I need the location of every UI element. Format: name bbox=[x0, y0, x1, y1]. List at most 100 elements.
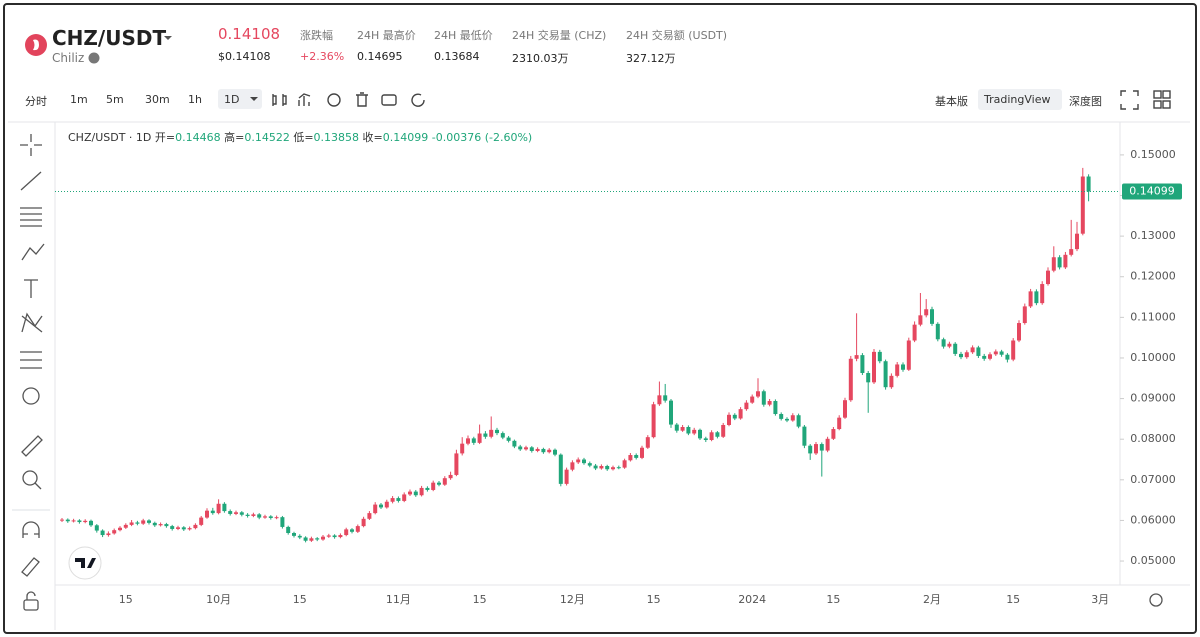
candle-body bbox=[663, 395, 668, 401]
candle-body bbox=[181, 527, 186, 530]
candle-body bbox=[634, 455, 639, 458]
info-icon[interactable] bbox=[88, 52, 100, 64]
snapshot-icon[interactable] bbox=[381, 94, 397, 106]
pattern-tool[interactable] bbox=[21, 312, 43, 333]
x-tick-label: 15 bbox=[119, 593, 133, 606]
candle-body bbox=[1022, 306, 1027, 324]
view-toggle[interactable]: 基本版 bbox=[935, 95, 968, 108]
stat-label: 24H 最高价 bbox=[357, 29, 416, 42]
candle-body bbox=[593, 465, 598, 469]
prediction-tool[interactable] bbox=[20, 351, 42, 369]
stat-label: 24H 交易量 (CHZ) bbox=[512, 29, 607, 42]
interval[interactable]: 分时 bbox=[25, 95, 47, 108]
candle-body bbox=[582, 459, 586, 464]
candle-type-icon[interactable] bbox=[272, 94, 287, 106]
candle-body bbox=[286, 526, 291, 534]
candle-body bbox=[100, 530, 105, 536]
toolbar-icons bbox=[272, 90, 1171, 110]
layout-icon[interactable] bbox=[1162, 100, 1171, 109]
stat-label: 涨跌幅 bbox=[300, 29, 333, 42]
price: 0.14108 bbox=[218, 25, 281, 43]
x-tick-label: 11月 bbox=[386, 593, 411, 606]
stat-value: 0.13684 bbox=[434, 50, 480, 63]
candle-body bbox=[912, 324, 917, 341]
candle-body bbox=[71, 520, 76, 522]
candle-body bbox=[785, 418, 789, 421]
candle-body bbox=[895, 364, 900, 376]
candle-body bbox=[141, 520, 146, 524]
candle-body bbox=[819, 444, 824, 451]
interval-dropdown[interactable] bbox=[250, 97, 258, 101]
layout-icon[interactable] bbox=[1153, 90, 1162, 99]
lock-tool[interactable] bbox=[23, 599, 39, 611]
candle-body bbox=[848, 358, 853, 401]
y-tick-label: 0.06000 bbox=[1130, 513, 1176, 526]
indicator-icon[interactable] bbox=[298, 93, 311, 106]
text-tool[interactable] bbox=[24, 279, 38, 298]
replay-icon[interactable] bbox=[411, 93, 425, 107]
interval[interactable]: 1D bbox=[224, 93, 240, 106]
x-tick-label: 15 bbox=[647, 593, 661, 606]
candle-body bbox=[935, 323, 940, 340]
legend-change: -0.00376 (-2.60%) bbox=[432, 131, 532, 144]
candle-body bbox=[790, 415, 795, 421]
candle-body bbox=[60, 519, 64, 521]
fullscreen-icon[interactable] bbox=[1120, 90, 1139, 110]
candle-body bbox=[756, 391, 760, 397]
view-active-bg bbox=[978, 89, 1062, 110]
lock-draw-tool[interactable] bbox=[21, 557, 40, 577]
candle-body bbox=[837, 417, 842, 430]
candle-body bbox=[274, 517, 279, 519]
candle-body bbox=[1051, 257, 1056, 271]
fib-tool[interactable] bbox=[20, 207, 42, 227]
interval[interactable]: 30m bbox=[145, 93, 170, 106]
x-tick-label: 10月 bbox=[206, 593, 231, 606]
settings-icon[interactable] bbox=[327, 93, 341, 107]
emoji-tool[interactable] bbox=[22, 387, 40, 405]
candle-body bbox=[692, 429, 697, 434]
view-toggle[interactable]: TradingView bbox=[984, 93, 1051, 106]
legend-label: 收= bbox=[363, 130, 383, 144]
ruler-tool[interactable] bbox=[21, 435, 43, 457]
layout-icon[interactable] bbox=[1153, 100, 1162, 109]
zoom-tool-handle[interactable] bbox=[34, 482, 42, 490]
candle-body bbox=[489, 429, 494, 437]
line-tool[interactable] bbox=[20, 171, 42, 191]
candle-body bbox=[947, 343, 952, 347]
magnet-tool[interactable] bbox=[22, 521, 40, 538]
x-tick-label: 3月 bbox=[1091, 593, 1109, 606]
legend-value: 0.14468 bbox=[175, 131, 221, 144]
drawing-tools bbox=[12, 134, 1163, 611]
candle-body bbox=[315, 538, 320, 540]
candle-body bbox=[547, 449, 552, 453]
interval[interactable]: 5m bbox=[106, 93, 124, 106]
coin-logo-mark bbox=[33, 39, 39, 51]
candle-body bbox=[767, 401, 772, 405]
candle-body bbox=[408, 491, 412, 495]
chart-settings-icon[interactable] bbox=[1149, 593, 1163, 607]
legend-title: CHZ/USDT · 1D bbox=[68, 131, 151, 144]
candle-body bbox=[645, 437, 650, 448]
delete-icon[interactable] bbox=[356, 92, 368, 107]
brush-tool[interactable] bbox=[21, 243, 45, 261]
candle-body bbox=[239, 512, 244, 515]
candle-body bbox=[605, 466, 610, 470]
candle-body bbox=[65, 519, 70, 522]
candle-body bbox=[732, 414, 737, 419]
zoom-tool[interactable] bbox=[22, 470, 38, 486]
crosshair-tool[interactable] bbox=[20, 134, 42, 156]
candle-body bbox=[512, 440, 517, 447]
layout-icon[interactable] bbox=[1162, 90, 1171, 99]
candle-body bbox=[419, 487, 424, 496]
interval[interactable]: 1h bbox=[188, 93, 202, 106]
interval[interactable]: 1m bbox=[70, 93, 88, 106]
candle-body bbox=[390, 498, 395, 502]
candle-body bbox=[1011, 340, 1016, 360]
pair[interactable]: CHZ/USDT bbox=[52, 26, 167, 50]
pair-dropdown[interactable] bbox=[164, 36, 172, 40]
view-toggle[interactable]: 深度图 bbox=[1069, 95, 1102, 108]
candle-body bbox=[558, 454, 563, 484]
candle-body bbox=[373, 504, 378, 514]
lock-tool-shackle[interactable] bbox=[26, 591, 36, 600]
candle-body bbox=[170, 526, 175, 529]
